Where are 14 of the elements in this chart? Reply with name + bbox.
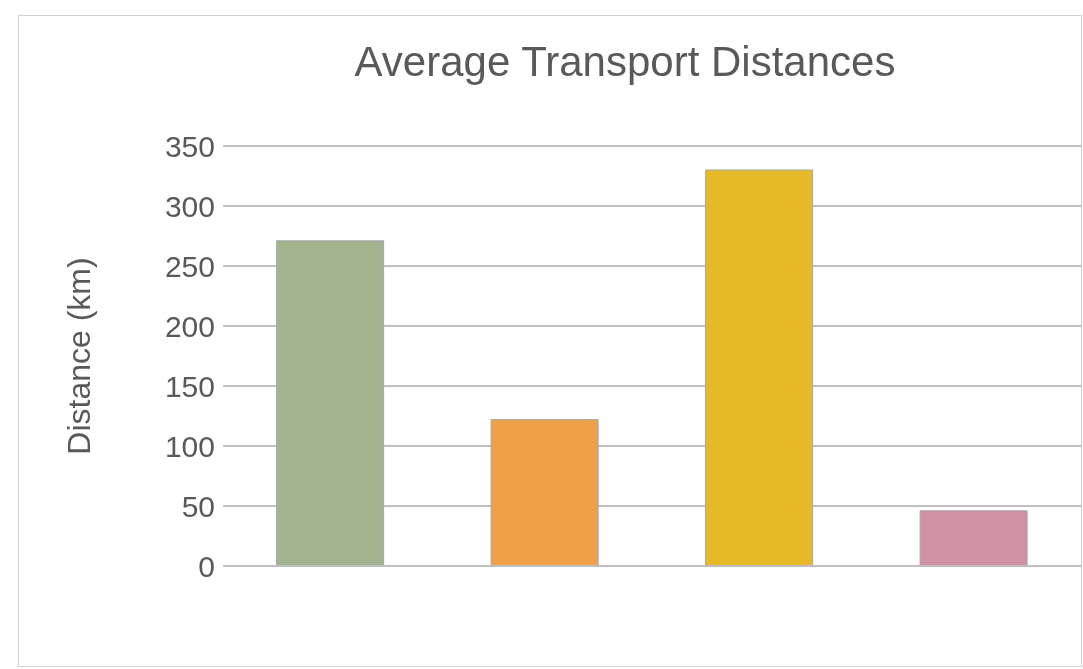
bar (276, 240, 385, 566)
bar (919, 510, 1028, 566)
y-tick-label: 250 (164, 249, 215, 283)
chart-title: Average Transport Distances (353, 38, 897, 86)
y-tick-label: 350 (164, 129, 215, 163)
y-axis-title: Distance (km) (61, 257, 98, 455)
bar (490, 419, 599, 566)
bar (705, 169, 814, 566)
y-tick-label: 100 (164, 429, 215, 463)
y-tick-label: 300 (164, 189, 215, 223)
y-tick-label: 0 (198, 549, 215, 583)
y-tick-label: 50 (181, 489, 215, 523)
y-tick-label: 150 (164, 369, 215, 403)
y-tick-label: 200 (164, 309, 215, 343)
